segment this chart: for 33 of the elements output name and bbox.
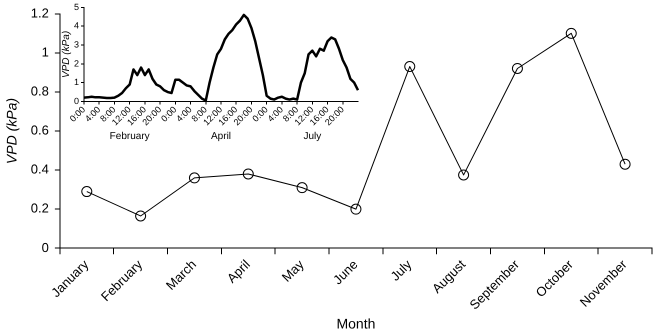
y-tick-label: 1.2 <box>30 5 49 20</box>
point <box>188 172 200 184</box>
x-tick-label: May <box>278 256 308 285</box>
point <box>566 28 577 39</box>
point <box>404 61 416 72</box>
point <box>512 62 523 74</box>
point <box>81 186 92 198</box>
y-tick-label: 4 <box>74 20 80 31</box>
point <box>296 182 308 194</box>
x-axis-title: Month <box>336 315 376 332</box>
x-tick-label: July <box>387 256 415 284</box>
y-axis-title: VPD (kPa) <box>3 98 20 164</box>
y-tick-label: 0.6 <box>30 122 49 138</box>
y-tick-label: 5 <box>74 2 80 12</box>
y-tick-label: 0 <box>42 240 49 255</box>
annotation: February <box>110 130 150 142</box>
y-tick-label: 2 <box>74 58 80 68</box>
x-tick-label: 0:00 <box>68 104 88 124</box>
y-tick-label: 3 <box>74 40 80 50</box>
point <box>135 210 146 222</box>
point <box>242 168 254 180</box>
annotation: April <box>210 130 232 142</box>
point <box>458 169 470 180</box>
y-axis-title: VPD (kPa) <box>60 30 72 78</box>
y-tick-label: 0 <box>74 96 80 106</box>
y-tick-label: 0.2 <box>30 200 49 216</box>
point <box>350 204 362 215</box>
y-tick-label: 1 <box>74 77 80 88</box>
y-tick-label: 0.8 <box>30 84 49 99</box>
annotation: July <box>303 130 322 142</box>
y-tick-label: 0.4 <box>30 162 49 177</box>
point <box>620 158 631 170</box>
y-tick-label: 1 <box>42 44 49 60</box>
